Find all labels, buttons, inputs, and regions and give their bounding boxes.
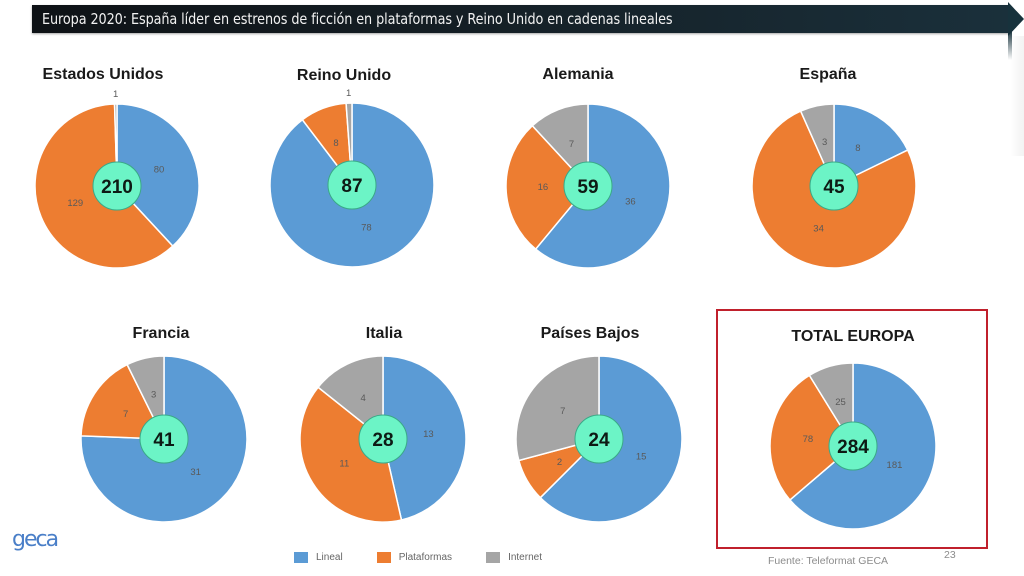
total-badge — [809, 161, 859, 211]
slice-value-plataformas: 8 — [333, 138, 338, 149]
header-bar: Europa 2020: España líder en estrenos de… — [32, 5, 1010, 33]
slice-value-lineal: 15 — [636, 451, 647, 462]
pie-chart-estados-unidos: 80 129 1 210 — [34, 89, 200, 269]
slice-value-plataformas: 129 — [67, 198, 83, 209]
pie-chart-italia: 13 11 4 28 — [299, 355, 467, 523]
pie-slice-internet — [531, 103, 589, 188]
total-value: 24 — [588, 430, 610, 451]
slice-value-internet: 7 — [560, 406, 565, 417]
legend-item-plataformas: Plataformas — [376, 552, 453, 563]
total-europa-highlight-box — [716, 309, 988, 549]
slice-value-internet: 4 — [361, 393, 366, 404]
slice-value-lineal: 181 — [887, 460, 903, 471]
geca-logo: geca — [12, 527, 59, 552]
header-arrow-icon — [1008, 2, 1024, 36]
chart-title-francia: Francia — [132, 325, 190, 342]
page-edge-shadow — [1010, 36, 1024, 156]
chart-legend: Lineal Plataformas Internet — [294, 552, 576, 563]
chart-title-total-europa: TOTAL EUROPA — [791, 328, 915, 345]
chart-title-italia: Italia — [365, 325, 403, 342]
pie-slice-lineal — [382, 355, 467, 521]
legend-label: Plataformas — [398, 552, 453, 563]
pie-chart-alemania: 36 16 7 59 — [505, 103, 671, 269]
pie-chart-francia: 31 7 3 41 — [80, 355, 248, 523]
pie-chart-paises-bajos: 15 2 7 24 — [515, 355, 683, 523]
total-badge — [828, 421, 878, 471]
slice-value-plataformas: 78 — [803, 434, 814, 445]
slice-value-plataformas: 7 — [123, 409, 128, 420]
legend-label: Internet — [508, 552, 542, 563]
pie-slice-lineal — [116, 103, 200, 248]
slice-value-internet: 7 — [569, 139, 574, 150]
total-value: 210 — [101, 177, 133, 198]
page-number: 23 — [944, 549, 956, 561]
legend-item-lineal: Lineal — [294, 552, 343, 563]
chart-title-espana: España — [799, 66, 857, 83]
slice-value-plataformas: 16 — [538, 182, 549, 193]
slice-value-internet: 1 — [113, 89, 118, 100]
legend-item-internet: Internet — [486, 552, 542, 563]
total-badge — [92, 161, 142, 211]
slice-value-plataformas: 11 — [339, 458, 349, 469]
chart-title-estados-unidos: Estados Unidos — [42, 66, 164, 83]
total-value: 87 — [341, 176, 362, 197]
source-note: Fuente: Teleformat GECA — [768, 555, 889, 567]
total-badge — [563, 161, 613, 211]
pie-slice-lineal — [269, 102, 435, 268]
pie-slice-plataformas — [505, 124, 589, 251]
pie-slice-internet — [317, 355, 384, 441]
legend-label: Lineal — [316, 552, 343, 563]
legend-swatch-internet — [486, 552, 501, 563]
slice-value-internet: 3 — [151, 390, 156, 401]
header-arrow-stem — [1008, 30, 1012, 60]
slice-value-lineal: 8 — [855, 143, 860, 154]
total-value: 41 — [153, 430, 175, 451]
slice-value-internet: 1 — [346, 88, 351, 99]
total-badge — [327, 160, 377, 210]
total-badge — [139, 414, 189, 464]
slice-value-plataformas: 34 — [813, 223, 824, 234]
pie-slice-plataformas — [299, 386, 403, 523]
pie-slice-plataformas — [769, 374, 854, 502]
total-value: 28 — [372, 430, 393, 451]
slice-value-lineal: 36 — [625, 196, 636, 207]
slice-value-lineal: 78 — [361, 223, 372, 234]
pie-chart-reino-unido: 78 8 1 87 — [269, 88, 435, 268]
slice-value-internet: 25 — [835, 397, 846, 408]
total-badge — [574, 414, 624, 464]
chart-title-reino-unido: Reino Unido — [296, 67, 392, 84]
slice-value-internet: 3 — [822, 137, 827, 148]
total-badge — [358, 414, 408, 464]
pie-slice-lineal — [833, 103, 909, 188]
pie-chart-espana: 8 34 3 45 — [751, 103, 917, 269]
chart-title-paises-bajos: Países Bajos — [540, 325, 640, 342]
total-value: 45 — [823, 177, 845, 198]
total-value: 59 — [577, 177, 598, 198]
legend-swatch-plataformas — [376, 552, 391, 563]
slice-value-plataformas: 2 — [557, 457, 562, 468]
slice-value-lineal: 31 — [190, 467, 201, 478]
legend-swatch-lineal — [294, 552, 308, 563]
pie-slice-plataformas — [80, 363, 166, 440]
total-value: 284 — [837, 437, 869, 458]
slice-value-lineal: 13 — [423, 429, 434, 440]
chart-title-alemania: Alemania — [542, 66, 614, 83]
pie-chart-total-europa: 181 78 25 284 — [769, 362, 937, 530]
page-title: Europa 2020: España líder en estrenos de… — [42, 10, 673, 28]
slice-value-lineal: 80 — [154, 165, 165, 176]
